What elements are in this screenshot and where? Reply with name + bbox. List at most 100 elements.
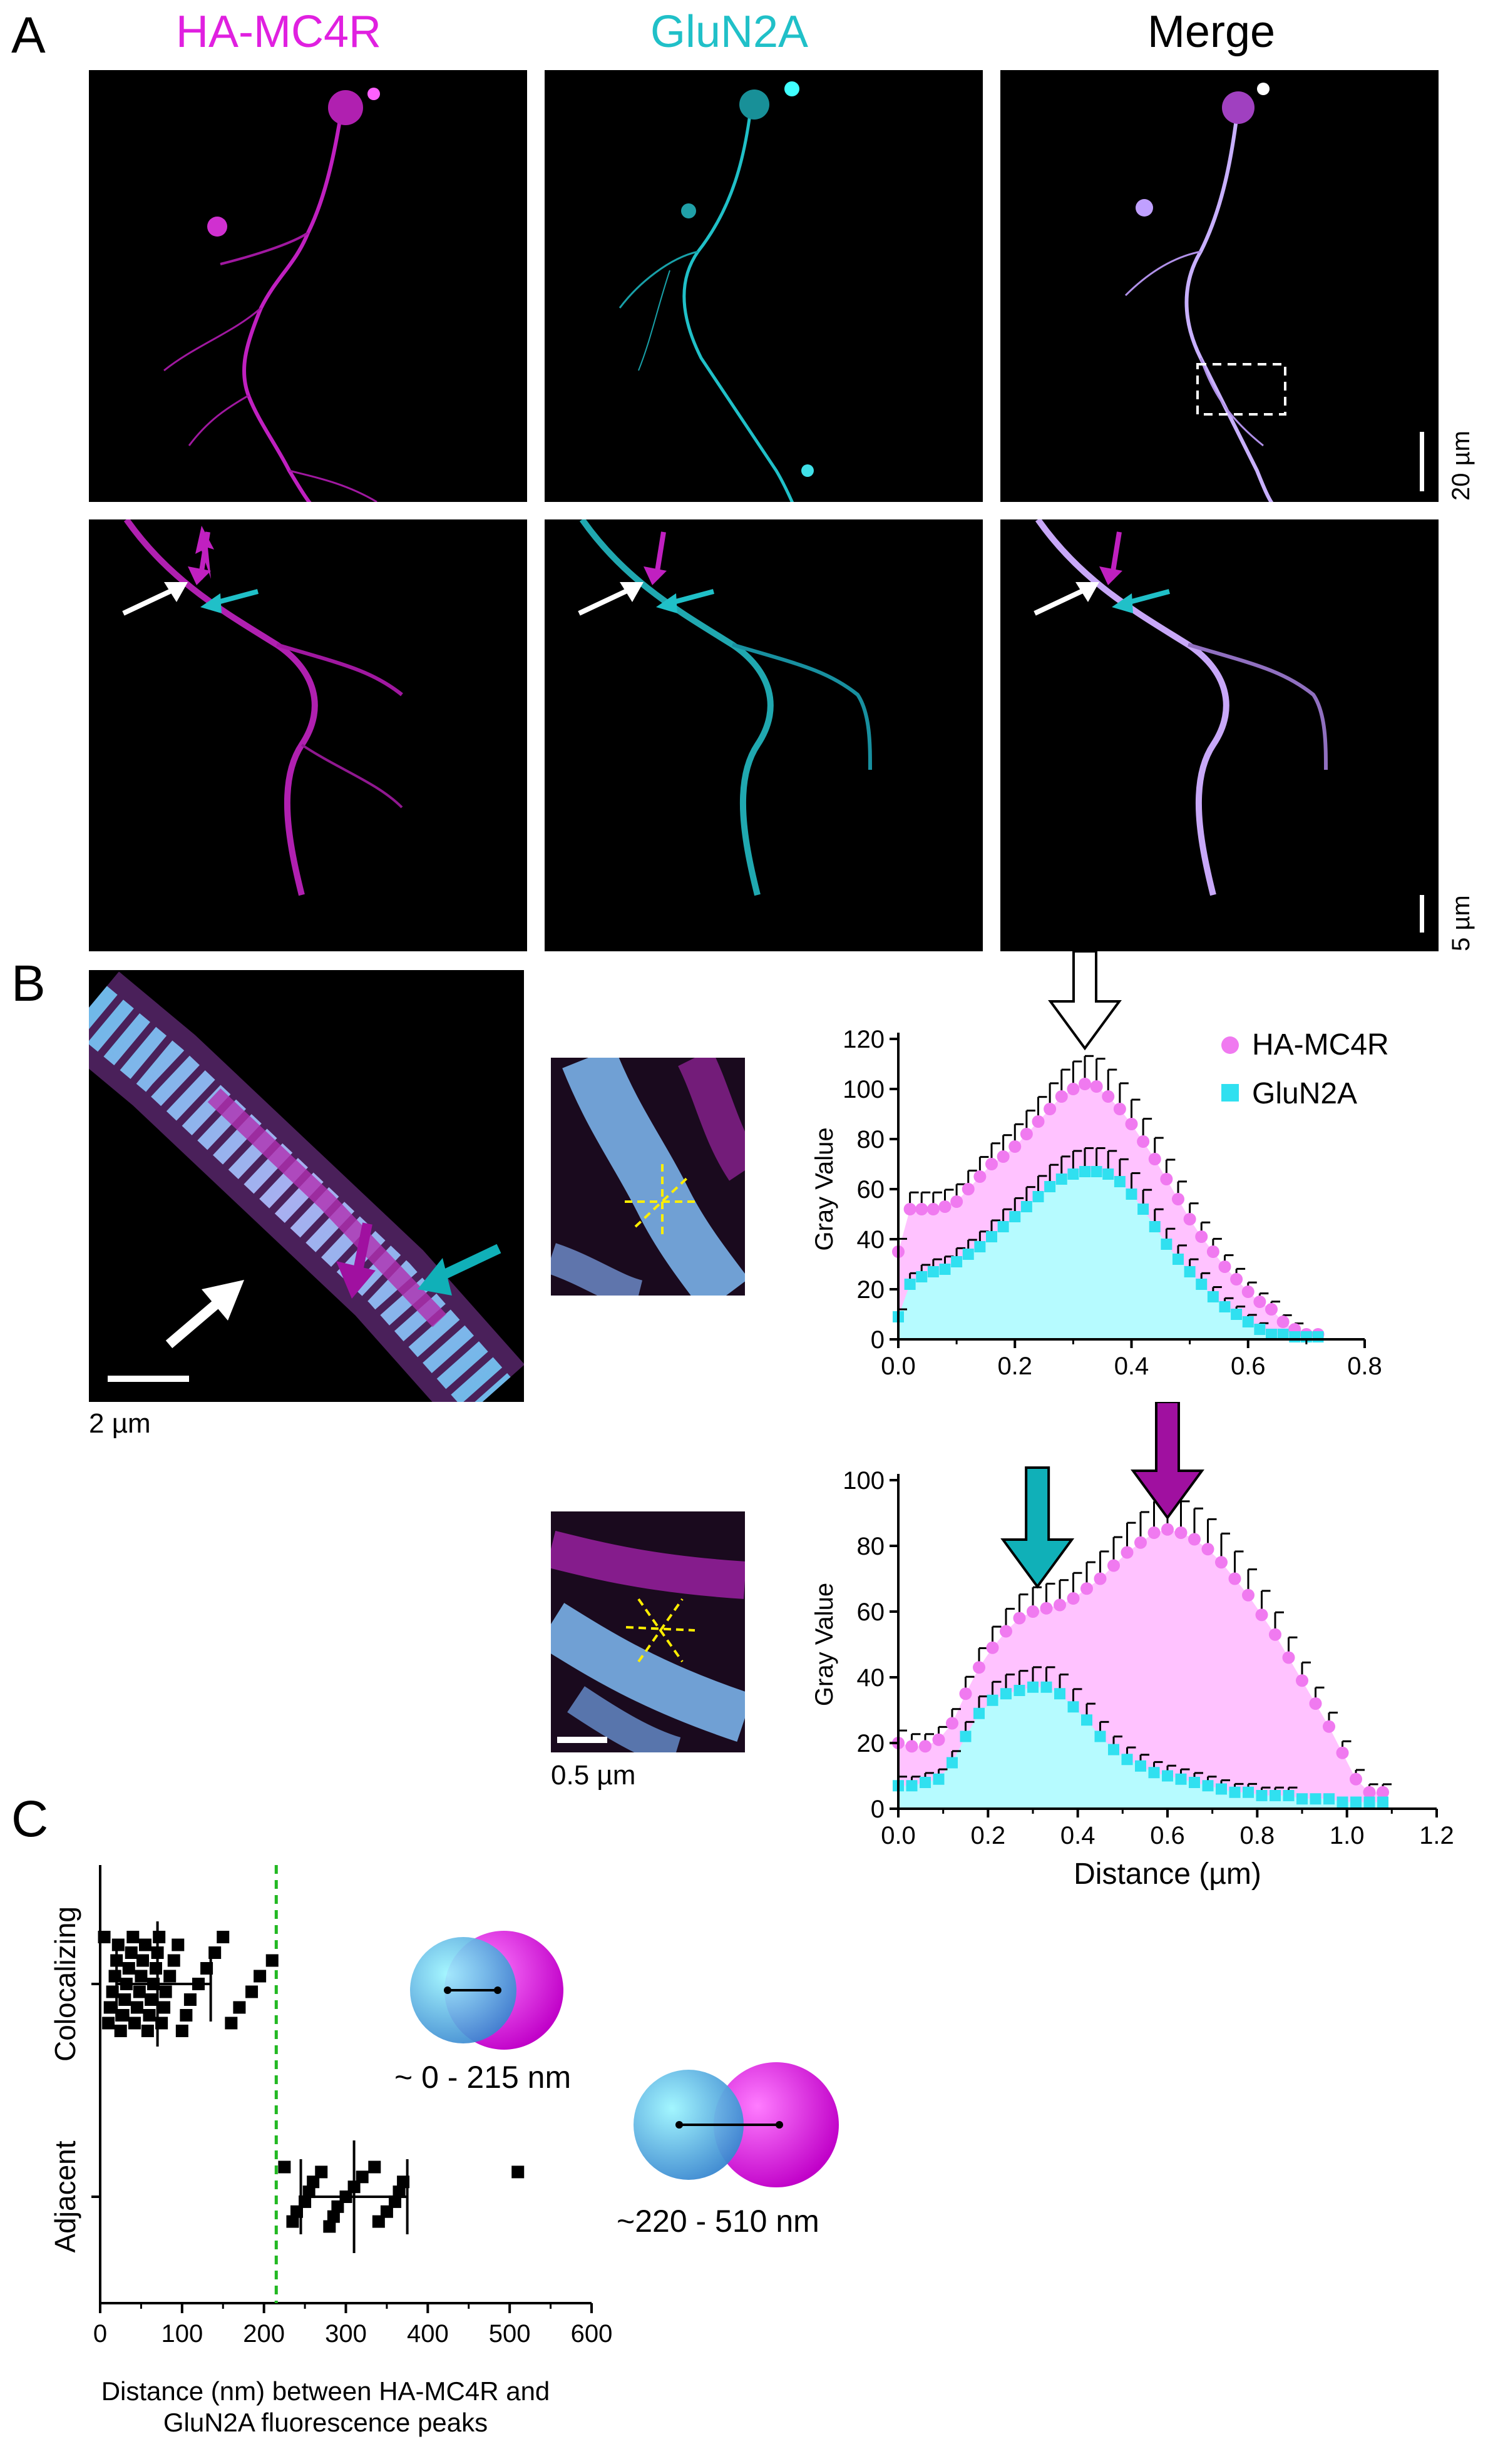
- colocalizing-range-label: ~ 0 - 215 nm: [394, 2060, 572, 2095]
- x-tick-label: 0.6: [1231, 1352, 1266, 1380]
- point-glun2a: [1256, 1790, 1268, 1801]
- point-glun2a: [1196, 1279, 1208, 1290]
- point-glun2a: [1161, 1239, 1172, 1250]
- scale-label-detail: 2 µm: [89, 1408, 151, 1439]
- area-glun2a: [898, 1687, 1383, 1809]
- point-glun2a: [939, 1264, 951, 1275]
- point-ha-mc4r: [1241, 1286, 1255, 1298]
- panel-c-letter: C: [11, 1791, 49, 1848]
- point-glun2a: [1090, 1166, 1102, 1177]
- white-arrow-icon: [1048, 951, 1122, 1051]
- adjacent-diagram: [626, 2059, 851, 2197]
- point-glun2a: [1126, 1189, 1137, 1200]
- point-ha-mc4r: [1228, 1572, 1241, 1585]
- data-point: [167, 1954, 180, 1967]
- point-ha-mc4r: [938, 1200, 952, 1213]
- point-ha-mc4r: [950, 1195, 963, 1208]
- data-point: [368, 2160, 381, 2174]
- data-point: [278, 2160, 291, 2174]
- point-glun2a: [997, 1221, 1009, 1232]
- y-tick-label: 40: [857, 1664, 885, 1692]
- point-ha-mc4r: [1080, 1582, 1093, 1595]
- point-ha-mc4r: [1027, 1605, 1039, 1618]
- point-glun2a: [1219, 1301, 1231, 1312]
- scale-bar-top: [1420, 432, 1424, 491]
- point-glun2a: [1229, 1786, 1241, 1798]
- point-ha-mc4r: [1242, 1588, 1255, 1602]
- category-label-adjacent: Adjacent: [49, 2140, 81, 2252]
- point-ha-mc4r: [959, 1687, 972, 1700]
- cyan-arrow-icon: [1000, 1466, 1075, 1589]
- point-glun2a: [1202, 1780, 1214, 1792]
- micrograph-glun2a-zoom: [545, 519, 983, 951]
- point-ha-mc4r: [1134, 1536, 1147, 1549]
- data-point: [145, 1993, 158, 2006]
- point-ha-mc4r: [1013, 1612, 1026, 1625]
- point-glun2a: [974, 1241, 986, 1252]
- category-label-colocalizing: Colocalizing: [49, 1906, 81, 2062]
- data-point: [102, 2017, 115, 2030]
- colocalizing-diagram: [388, 1928, 576, 2065]
- point-ha-mc4r: [946, 1717, 958, 1730]
- point-glun2a: [1289, 1331, 1301, 1342]
- point-ha-mc4r: [1172, 1193, 1184, 1205]
- data-point: [356, 2170, 369, 2184]
- micrograph-ha-mc4r-zoom: [89, 519, 527, 951]
- data-point: [217, 1931, 230, 1943]
- data-point: [98, 1931, 111, 1943]
- scale-label-bottom: 5 µm: [1447, 895, 1475, 951]
- x-axis-label-line2: GluN2A fluorescence peaks: [163, 2408, 488, 2437]
- point-glun2a: [1266, 1329, 1277, 1340]
- data-point: [180, 2009, 193, 2022]
- point-ha-mc4r: [1255, 1608, 1268, 1622]
- y-tick-label: 80: [857, 1126, 885, 1153]
- point-ha-mc4r: [1195, 1230, 1208, 1243]
- inset-colocalizing: [551, 1058, 745, 1296]
- point-ha-mc4r: [1188, 1533, 1201, 1546]
- point-glun2a: [962, 1249, 974, 1260]
- point-glun2a: [1162, 1770, 1173, 1782]
- y-tick-label: 60: [857, 1176, 885, 1204]
- x-tick-label: 0.0: [881, 1822, 916, 1849]
- point-ha-mc4r: [1265, 1303, 1278, 1316]
- point-glun2a: [1337, 1796, 1348, 1808]
- point-ha-mc4r: [1000, 1625, 1012, 1638]
- point-glun2a: [1270, 1790, 1281, 1801]
- point-ha-mc4r: [985, 1158, 998, 1170]
- column-title-merge: Merge: [1147, 7, 1276, 57]
- point-glun2a: [1067, 1168, 1079, 1180]
- point-ha-mc4r: [1032, 1115, 1045, 1128]
- point-ha-mc4r: [905, 1740, 918, 1753]
- x-tick-label: 0.2: [971, 1822, 1006, 1849]
- data-point: [159, 1985, 172, 1998]
- point-ha-mc4r: [1067, 1592, 1080, 1605]
- point-ha-mc4r: [1350, 1772, 1362, 1786]
- scale-bar-bottom: [1420, 895, 1424, 933]
- point-ha-mc4r: [1121, 1546, 1134, 1559]
- data-point: [265, 1954, 279, 1967]
- point-ha-mc4r: [1125, 1118, 1138, 1130]
- point-glun2a: [1277, 1329, 1289, 1340]
- point-ha-mc4r: [1230, 1273, 1243, 1286]
- point-glun2a: [947, 1757, 958, 1769]
- point-ha-mc4r: [932, 1733, 945, 1746]
- data-point: [245, 1985, 259, 1998]
- panel-b-letter: B: [11, 955, 46, 1012]
- point-ha-mc4r: [1107, 1559, 1120, 1572]
- point-ha-mc4r: [986, 1641, 999, 1654]
- data-point: [372, 2215, 385, 2228]
- x-axis-label-line1: Distance (nm) between HA-MC4R and: [101, 2376, 550, 2406]
- point-glun2a: [1013, 1685, 1025, 1696]
- point-glun2a: [973, 1707, 985, 1719]
- x-axis-label: Distance (µm): [1074, 1858, 1261, 1890]
- data-point: [393, 2185, 406, 2199]
- point-glun2a: [1312, 1331, 1324, 1342]
- point-ha-mc4r: [1276, 1316, 1290, 1328]
- x-tick-label: 0.0: [881, 1352, 916, 1380]
- line-profile-chart-colocalizing: 0 20 40 60 80 100 120 0.0 0.2 0.4 0.6 0.8 Gray Value…: [811, 951, 1389, 1380]
- y-tick-label: 40: [857, 1226, 885, 1254]
- data-point: [183, 1993, 197, 2006]
- y-tick-label: 20: [857, 1276, 885, 1304]
- x-tick-label: 0.2: [997, 1352, 1032, 1380]
- y-tick-label: 100: [843, 1076, 885, 1103]
